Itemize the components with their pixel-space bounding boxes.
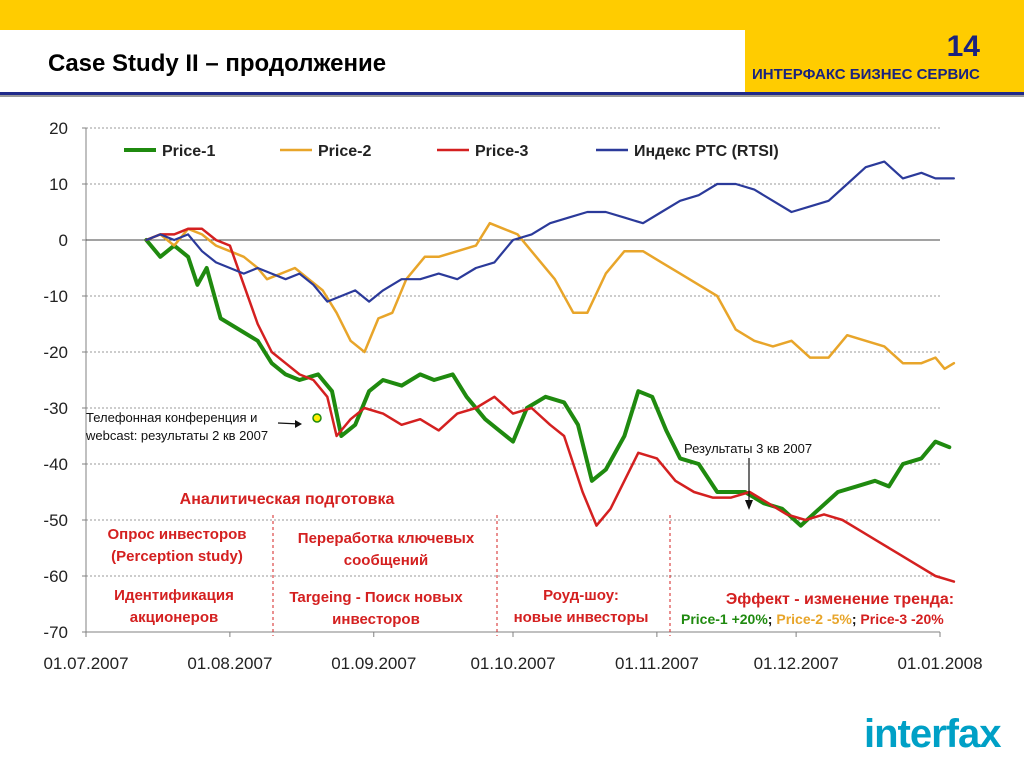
interfax-logo: interfax xyxy=(864,712,1001,756)
y-tick-label: 10 xyxy=(49,175,68,194)
header-divider xyxy=(0,92,1024,95)
y-tick-label: -60 xyxy=(43,567,68,586)
page-title: Case Study II – продолжение xyxy=(48,50,387,77)
x-tick-label: 01.01.2008 xyxy=(897,654,982,673)
y-tick-label: -40 xyxy=(43,455,68,474)
x-tick-label: 01.11.2007 xyxy=(615,654,699,673)
y-tick-label: -50 xyxy=(43,511,68,530)
label-effect: Эффект - изменение тренда: xyxy=(726,591,954,608)
q3-results-annotation: Результаты 3 кв 2007 xyxy=(684,441,812,456)
x-tick-label: 01.09.2007 xyxy=(331,654,416,673)
x-tick-label: 01.08.2007 xyxy=(187,654,272,673)
label-analytical: Аналитическая подготовка xyxy=(180,491,395,508)
y-tick-label: -70 xyxy=(43,623,68,642)
y-tick-label: -30 xyxy=(43,399,68,418)
x-tick-label: 01.07.2007 xyxy=(43,654,128,673)
label-roadshow: Роуд-шоу: новые инвесторы xyxy=(514,587,649,626)
label-survey: Опрос инвесторов (Perception study) xyxy=(107,526,246,565)
price-chart: 20 10 0 -10 -20 -30 -40 -50 -60 -70 01.07.2007 01.0… xyxy=(43,119,982,673)
series-line-3 xyxy=(145,227,956,583)
legend-label: Price-2 xyxy=(318,143,371,160)
q3-results-arrowhead xyxy=(745,500,753,510)
x-tick-label: 01.12.2007 xyxy=(754,654,839,673)
conference-annotation: Телефонная конференция и webcast: результ… xyxy=(85,410,268,443)
legend-label: Price-1 xyxy=(162,143,215,160)
label-targeting: Targeing - Поиск новых инвесторов xyxy=(289,589,463,628)
company-name: ИНТЕРФАКС БИЗНЕС СЕРВИС xyxy=(752,66,980,83)
page-number: 14 xyxy=(946,30,980,63)
y-tick-label: -10 xyxy=(43,287,68,306)
conference-arrowhead xyxy=(295,420,302,428)
label-messages: Переработка ключевых сообщений xyxy=(298,530,475,569)
conference-marker xyxy=(312,413,322,423)
y-tick-label: 20 xyxy=(49,119,68,138)
y-tick-label: 0 xyxy=(59,231,68,250)
header-right-box: 14 xyxy=(745,0,1024,92)
series-line-1 xyxy=(144,238,952,528)
series-line-2 xyxy=(145,221,956,371)
label-identification: Идентификация акционеров xyxy=(114,587,234,626)
y-tick-label: -20 xyxy=(43,343,68,362)
series-line-4 xyxy=(145,160,956,303)
legend-label: Индекс РТС (RTSI) xyxy=(634,143,779,160)
title-box xyxy=(0,30,745,92)
x-tick-label: 01.10.2007 xyxy=(470,654,555,673)
label-effect-detail: Price-1 +20%; Price-2 -5%; Price-3 -20% xyxy=(681,611,944,627)
header-divider-shadow xyxy=(0,95,1024,97)
legend-label: Price-3 xyxy=(475,143,528,160)
